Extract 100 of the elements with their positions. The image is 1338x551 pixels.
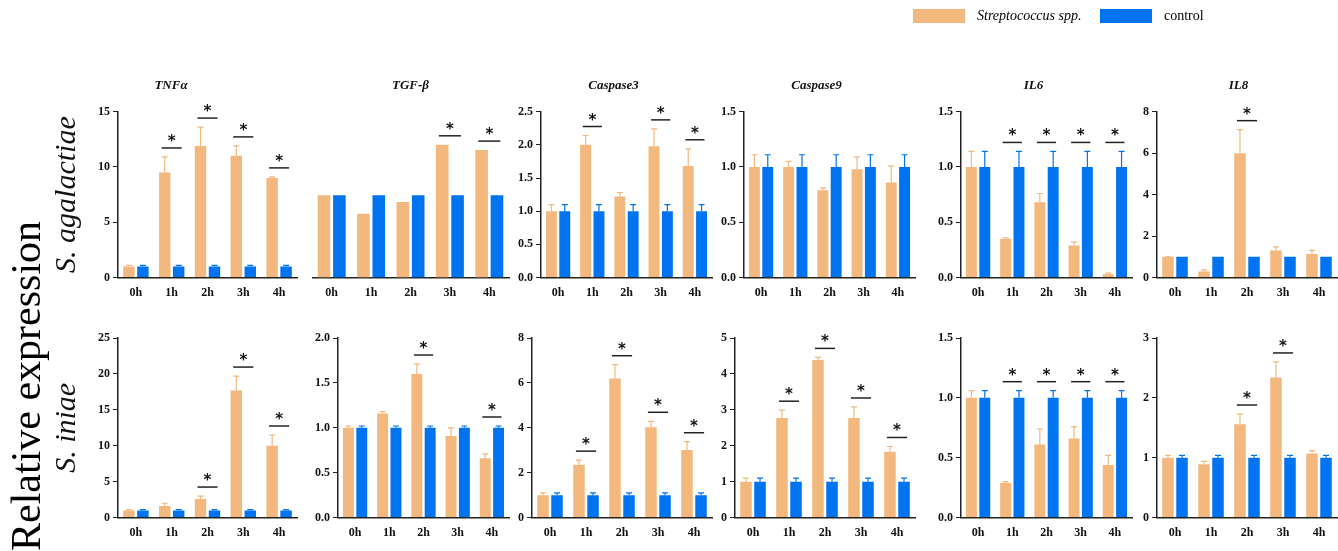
bar bbox=[137, 266, 149, 278]
bar bbox=[208, 266, 221, 278]
y-tick-label: 1.5 bbox=[721, 103, 736, 118]
bar bbox=[317, 195, 331, 278]
chart-title: Caspase3 bbox=[588, 77, 640, 93]
bar bbox=[754, 481, 766, 518]
x-tick-label: 3h bbox=[1074, 524, 1088, 539]
annotation: * bbox=[419, 339, 428, 358]
bar bbox=[356, 427, 368, 518]
annotation: * bbox=[239, 351, 248, 370]
y-tick-label: 2 bbox=[721, 437, 727, 452]
y-tick-label: 20 bbox=[98, 366, 110, 381]
bar bbox=[266, 178, 278, 278]
annotation: * bbox=[1008, 365, 1017, 384]
y-axis-title: S. agalactiae bbox=[47, 116, 81, 273]
annotation: * bbox=[1243, 389, 1252, 408]
bar bbox=[244, 266, 257, 278]
bar bbox=[424, 427, 436, 518]
bar bbox=[194, 498, 207, 518]
bar bbox=[396, 201, 410, 278]
x-tick-label: 3h bbox=[654, 284, 668, 299]
bar bbox=[1068, 245, 1080, 278]
chart-title: TNFα bbox=[154, 77, 189, 93]
x-tick-label: 0h bbox=[1168, 284, 1182, 299]
x-tick-label: 4h bbox=[272, 284, 286, 299]
y-tick-label: 0.0 bbox=[315, 509, 330, 524]
y-tick-label: 8 bbox=[518, 330, 524, 345]
bar bbox=[1198, 464, 1210, 518]
x-tick-label: 0h bbox=[971, 524, 985, 539]
x-tick-label: 4h bbox=[482, 284, 496, 299]
y-tick-label: 0.0 bbox=[518, 269, 533, 284]
y-tick-label: 1.5 bbox=[938, 330, 953, 345]
y-tick-label: 2.5 bbox=[518, 103, 533, 118]
bar bbox=[1320, 256, 1332, 278]
y-tick-label: 0 bbox=[104, 269, 110, 284]
y-tick-label: 6 bbox=[518, 374, 524, 389]
x-tick-label: 2h bbox=[615, 524, 629, 539]
x-tick-label: 4h bbox=[485, 524, 499, 539]
y-axis-title: S. iniae bbox=[47, 382, 81, 473]
x-tick-label: 0h bbox=[971, 284, 985, 299]
bar bbox=[451, 195, 464, 278]
x-tick-label: 3h bbox=[1074, 284, 1088, 299]
x-tick-label: 4h bbox=[1312, 284, 1326, 299]
bar bbox=[280, 510, 292, 518]
bar bbox=[357, 213, 370, 278]
y-tick-label: 5 bbox=[721, 330, 727, 345]
bar bbox=[587, 495, 599, 518]
annotation: * bbox=[1042, 126, 1051, 145]
y-tick-label: 1.0 bbox=[721, 159, 736, 174]
annotation: * bbox=[445, 119, 454, 138]
y-tick-label: 1.0 bbox=[938, 159, 953, 174]
y-tick-label: 0 bbox=[1143, 509, 1149, 524]
bar bbox=[123, 510, 135, 518]
y-tick-label: 1.5 bbox=[518, 170, 533, 185]
x-tick-label: 1h bbox=[788, 284, 802, 299]
annotation: * bbox=[203, 471, 212, 490]
x-tick-label: 2h bbox=[823, 284, 837, 299]
bar bbox=[1320, 457, 1332, 518]
bar bbox=[435, 144, 449, 278]
legend-label: Streptococcus spp. bbox=[977, 8, 1082, 24]
y-tick-label: 10 bbox=[98, 437, 110, 452]
y-tick-label: 2 bbox=[1143, 228, 1149, 243]
bar bbox=[172, 510, 185, 518]
x-tick-label: 2h bbox=[201, 524, 215, 539]
y-tick-label: 0.5 bbox=[518, 236, 533, 251]
bar bbox=[377, 413, 389, 518]
y-tick-label: 2.0 bbox=[518, 136, 533, 151]
bar bbox=[1162, 457, 1174, 518]
bar bbox=[740, 481, 752, 518]
x-tick-label: 1h bbox=[1005, 284, 1019, 299]
y-tick-label: 4 bbox=[518, 419, 524, 434]
x-tick-label: 3h bbox=[854, 524, 868, 539]
x-tick-label: 4h bbox=[687, 524, 701, 539]
y-tick-label: 2 bbox=[518, 464, 524, 479]
bar bbox=[1248, 457, 1260, 518]
x-tick-label: 2h bbox=[1240, 524, 1254, 539]
bar bbox=[659, 495, 671, 518]
y-tick-label: 10 bbox=[98, 159, 110, 174]
bar bbox=[1198, 271, 1210, 278]
annotation: * bbox=[485, 125, 494, 144]
bar bbox=[1000, 482, 1012, 518]
legend-label: control bbox=[1164, 8, 1204, 24]
y-tick-label: 15 bbox=[98, 103, 110, 118]
x-tick-label: 3h bbox=[236, 524, 250, 539]
x-tick-label: 0h bbox=[348, 524, 362, 539]
x-tick-label: 0h bbox=[543, 524, 557, 539]
bar bbox=[1248, 256, 1260, 278]
annotation: * bbox=[821, 332, 830, 351]
x-tick-label: 3h bbox=[651, 524, 665, 539]
bar bbox=[790, 481, 802, 518]
y-tick-label: 25 bbox=[98, 330, 110, 345]
bar bbox=[390, 427, 402, 518]
annotation: * bbox=[1110, 365, 1119, 384]
x-tick-label: 3h bbox=[1276, 524, 1290, 539]
x-tick-label: 2h bbox=[620, 284, 634, 299]
y-tick-label: 15 bbox=[98, 401, 110, 416]
x-tick-label: 3h bbox=[443, 284, 457, 299]
x-tick-label: 4h bbox=[1108, 284, 1122, 299]
bar bbox=[1176, 457, 1188, 518]
annotation: * bbox=[1008, 126, 1017, 145]
